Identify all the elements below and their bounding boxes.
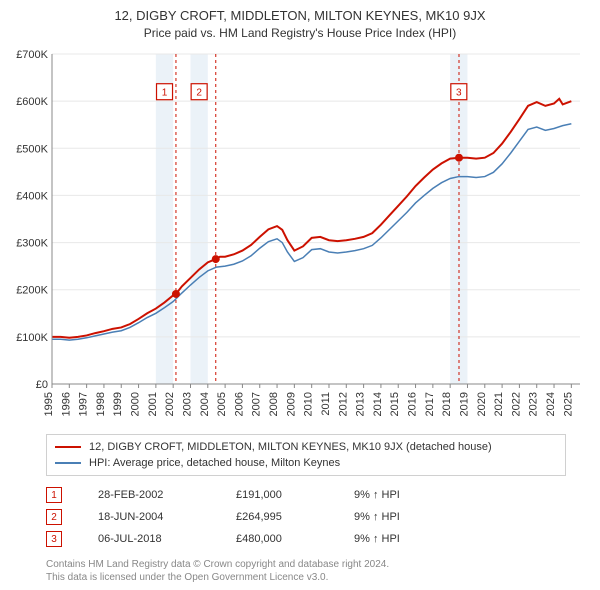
svg-text:2013: 2013 — [355, 392, 367, 416]
svg-text:2000: 2000 — [130, 392, 142, 416]
svg-text:2016: 2016 — [407, 392, 419, 416]
transaction-row: 1 28-FEB-2002 £191,000 9% ↑ HPI — [46, 484, 566, 506]
svg-text:£200K: £200K — [16, 285, 48, 297]
legend: 12, DIGBY CROFT, MIDDLETON, MILTON KEYNE… — [46, 434, 566, 476]
svg-text:£600K: £600K — [16, 96, 48, 108]
chart-title: 12, DIGBY CROFT, MIDDLETON, MILTON KEYNE… — [10, 8, 590, 23]
svg-text:2012: 2012 — [337, 392, 349, 416]
svg-text:2017: 2017 — [424, 392, 436, 416]
line-chart: £0 £100K £200K £300K £400K £500K £600K £700K 199… — [10, 48, 590, 428]
transaction-price: £191,000 — [236, 489, 346, 501]
svg-text:2024: 2024 — [545, 392, 557, 416]
svg-text:2: 2 — [196, 87, 202, 98]
transaction-date: 06-JUL-2018 — [98, 533, 228, 545]
svg-text:2022: 2022 — [510, 392, 522, 416]
svg-text:2007: 2007 — [251, 392, 263, 416]
svg-text:2008: 2008 — [268, 392, 280, 416]
transaction-price: £480,000 — [236, 533, 346, 545]
svg-text:2025: 2025 — [562, 392, 574, 416]
footer-line: Contains HM Land Registry data © Crown c… — [46, 558, 566, 571]
transactions-table: 1 28-FEB-2002 £191,000 9% ↑ HPI 2 18-JUN-2004… — [46, 484, 566, 550]
svg-text:£0: £0 — [36, 379, 48, 391]
transaction-diff: 9% ↑ HPI — [354, 511, 444, 523]
transaction-diff: 9% ↑ HPI — [354, 533, 444, 545]
svg-text:2020: 2020 — [476, 392, 488, 416]
legend-item: 12, DIGBY CROFT, MIDDLETON, MILTON KEYNE… — [55, 439, 557, 455]
svg-text:3: 3 — [456, 87, 462, 98]
svg-text:1999: 1999 — [112, 392, 124, 416]
svg-text:2018: 2018 — [441, 392, 453, 416]
svg-text:2002: 2002 — [164, 392, 176, 416]
svg-text:2010: 2010 — [303, 392, 315, 416]
svg-text:2001: 2001 — [147, 392, 159, 416]
footer-line: This data is licensed under the Open Gov… — [46, 571, 566, 584]
transaction-diff: 9% ↑ HPI — [354, 489, 444, 501]
svg-text:2005: 2005 — [216, 392, 228, 416]
svg-text:2011: 2011 — [320, 392, 332, 416]
transaction-row: 2 18-JUN-2004 £264,995 9% ↑ HPI — [46, 506, 566, 528]
svg-text:2021: 2021 — [493, 392, 505, 416]
transaction-marker: 1 — [46, 487, 62, 503]
transaction-date: 18-JUN-2004 — [98, 511, 228, 523]
svg-text:1995: 1995 — [43, 392, 55, 416]
transaction-price: £264,995 — [236, 511, 346, 523]
svg-text:£400K: £400K — [16, 190, 48, 202]
legend-swatch — [55, 446, 81, 448]
svg-text:1996: 1996 — [60, 392, 72, 416]
transaction-date: 28-FEB-2002 — [98, 489, 228, 501]
svg-text:2009: 2009 — [285, 392, 297, 416]
svg-text:2003: 2003 — [181, 392, 193, 416]
legend-swatch — [55, 462, 81, 464]
chart-subtitle: Price paid vs. HM Land Registry's House … — [10, 26, 590, 40]
svg-text:2014: 2014 — [372, 392, 384, 416]
svg-text:1: 1 — [162, 87, 168, 98]
legend-label: 12, DIGBY CROFT, MIDDLETON, MILTON KEYNE… — [89, 441, 492, 453]
svg-text:£300K: £300K — [16, 238, 48, 250]
svg-text:2015: 2015 — [389, 392, 401, 416]
svg-text:2023: 2023 — [528, 392, 540, 416]
svg-text:2006: 2006 — [233, 392, 245, 416]
legend-label: HPI: Average price, detached house, Milt… — [89, 457, 340, 469]
svg-text:1998: 1998 — [95, 392, 107, 416]
legend-item: HPI: Average price, detached house, Milt… — [55, 455, 557, 471]
transaction-marker: 2 — [46, 509, 62, 525]
svg-text:£100K: £100K — [16, 332, 48, 344]
svg-text:£500K: £500K — [16, 143, 48, 155]
transaction-marker: 3 — [46, 531, 62, 547]
footer-attribution: Contains HM Land Registry data © Crown c… — [46, 558, 566, 584]
svg-text:1997: 1997 — [78, 392, 90, 416]
svg-text:2004: 2004 — [199, 392, 211, 416]
svg-text:£700K: £700K — [16, 49, 48, 61]
transaction-row: 3 06-JUL-2018 £480,000 9% ↑ HPI — [46, 528, 566, 550]
chart-area: £0 £100K £200K £300K £400K £500K £600K £700K 199… — [10, 48, 590, 428]
svg-text:2019: 2019 — [458, 392, 470, 416]
